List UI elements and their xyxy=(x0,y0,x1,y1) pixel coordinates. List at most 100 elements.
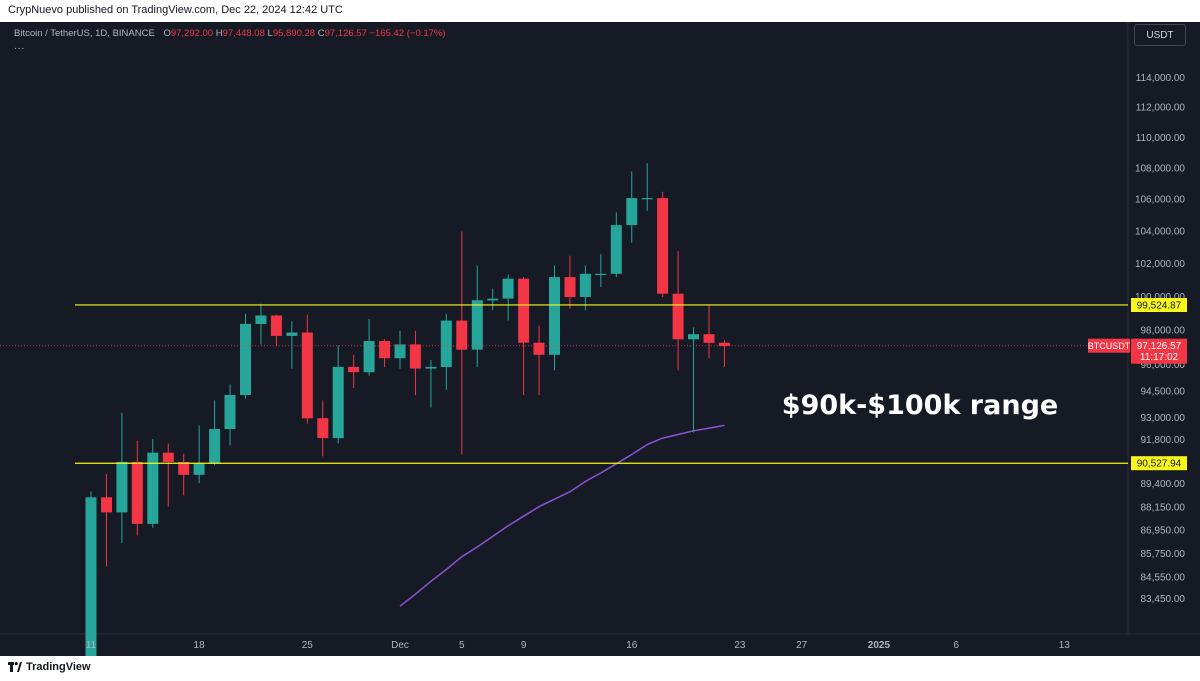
candle-body xyxy=(332,366,344,439)
candle xyxy=(394,330,406,369)
x-tick-label: Dec xyxy=(391,640,409,651)
candle-body xyxy=(224,395,236,429)
candle-body xyxy=(502,278,514,299)
candle xyxy=(688,327,699,433)
y-tick-label: 94,500.00 xyxy=(1141,387,1186,398)
y-tick-label: 112,000.00 xyxy=(1136,103,1186,114)
candle-body xyxy=(147,452,159,524)
candle-body xyxy=(131,461,143,524)
candle-body xyxy=(471,300,483,350)
ohlc-legend: Bitcoin / TetherUS, 1D, BINANCE O97,292.… xyxy=(14,28,446,39)
low-label: L xyxy=(267,28,273,39)
y-tick-label: 106,000.00 xyxy=(1135,195,1185,206)
tradingview-logo-text: TradingView xyxy=(26,661,91,673)
time-axis[interactable]: 11 18 25 Dec 5 9 16 23 27 2025 6 13 xyxy=(86,640,1070,651)
candle xyxy=(85,491,97,656)
tradingview-logo[interactable]: TradingView xyxy=(8,661,91,673)
candle-body xyxy=(487,298,499,301)
x-tick-label: 23 xyxy=(734,640,746,651)
price-tags-layer: 99,524.87 90,527.94 BTCUSDT 97,126.5711:17:… xyxy=(1088,298,1187,471)
y-tick-label: 83,450.00 xyxy=(1141,594,1186,605)
currency-button[interactable]: USDT xyxy=(1134,24,1186,46)
level-price-tag xyxy=(1131,456,1187,471)
y-tick-label: 102,000.00 xyxy=(1135,259,1185,270)
candle-body xyxy=(518,278,530,343)
candle xyxy=(533,325,545,396)
candle-body xyxy=(456,320,468,350)
y-tick-label: 114,000.00 xyxy=(1136,73,1186,84)
x-tick-label: 6 xyxy=(953,640,959,651)
last-price-label: 97,126.57 xyxy=(1137,341,1182,352)
close-label: C xyxy=(317,28,325,39)
candle-body xyxy=(178,461,190,475)
candle xyxy=(518,277,530,396)
candle xyxy=(240,313,251,399)
y-tick-label: 88,150.00 xyxy=(1141,503,1186,514)
candle xyxy=(487,288,499,311)
candle-body xyxy=(301,332,313,419)
x-tick-label: 25 xyxy=(302,640,314,651)
last-price-tag xyxy=(1131,338,1187,364)
open-value: 97,292.00 xyxy=(170,28,214,39)
price-axis[interactable]: 114,000.00 112,000.00 110,000.00 108,000.00… xyxy=(1135,73,1185,605)
candle xyxy=(579,265,591,311)
candle-body xyxy=(101,497,112,513)
candlestick-chart[interactable]: 114,000.00 112,000.00 110,000.00 108,000.00… xyxy=(0,22,1200,656)
candle xyxy=(409,330,421,396)
more-indicators-dots[interactable]: ... xyxy=(14,41,26,52)
y-tick-label: 98,000.00 xyxy=(1141,326,1186,337)
change-value: −165.42 (−0.17%) xyxy=(369,28,446,39)
candle-body xyxy=(579,273,591,297)
candle-body xyxy=(688,334,699,340)
x-tick-label: 11 xyxy=(86,640,97,651)
symbol-tag-label: BTCUSDT xyxy=(1088,341,1131,351)
high-value: 97,448.08 xyxy=(222,28,265,39)
low-value: 95,890.28 xyxy=(272,28,316,39)
tradingview-logo-icon xyxy=(8,662,22,672)
candle-body xyxy=(440,320,452,367)
candle xyxy=(255,303,267,345)
candle xyxy=(209,400,221,466)
candle xyxy=(116,412,128,544)
candle-body xyxy=(286,332,298,336)
candle-body xyxy=(595,273,607,275)
x-tick-label: 2025 xyxy=(868,640,891,651)
candle xyxy=(672,250,684,371)
candle xyxy=(657,191,669,297)
candle xyxy=(456,231,468,455)
candle xyxy=(332,345,344,444)
y-tick-label: 100,000.00 xyxy=(1135,292,1185,303)
open-label: O xyxy=(163,28,171,39)
candle xyxy=(301,314,313,424)
candle xyxy=(502,274,514,321)
candle xyxy=(147,439,159,528)
y-tick-label: 89,400.00 xyxy=(1141,479,1186,490)
candle xyxy=(363,318,375,376)
x-tick-label: 16 xyxy=(626,640,638,651)
candle-body xyxy=(672,293,684,340)
candle xyxy=(178,453,190,496)
candle-body xyxy=(409,344,421,369)
candle-body xyxy=(193,463,205,475)
candle xyxy=(549,265,560,371)
candle-body xyxy=(425,366,437,369)
candle-countdown-label: 11:17:02 xyxy=(1140,352,1179,363)
candle xyxy=(471,265,483,367)
candle xyxy=(162,443,174,507)
candle xyxy=(193,425,205,484)
moving-average-layer xyxy=(399,424,725,607)
level-price-label: 90,527.94 xyxy=(1137,459,1182,470)
candle xyxy=(626,171,638,243)
candle-body xyxy=(162,452,174,462)
chart-area[interactable]: 114,000.00 112,000.00 110,000.00 108,000.00… xyxy=(0,22,1200,656)
candle-body xyxy=(533,342,545,355)
candle xyxy=(379,339,391,367)
moving-average-line xyxy=(399,424,725,607)
symbol-title: Bitcoin / TetherUS, 1D, BINANCE xyxy=(14,28,155,39)
candle-body xyxy=(255,315,267,324)
x-tick-label: 18 xyxy=(194,640,206,651)
candle xyxy=(595,254,607,288)
candle xyxy=(224,384,236,446)
y-tick-label: 104,000.00 xyxy=(1135,227,1185,238)
candle-body xyxy=(379,341,391,359)
